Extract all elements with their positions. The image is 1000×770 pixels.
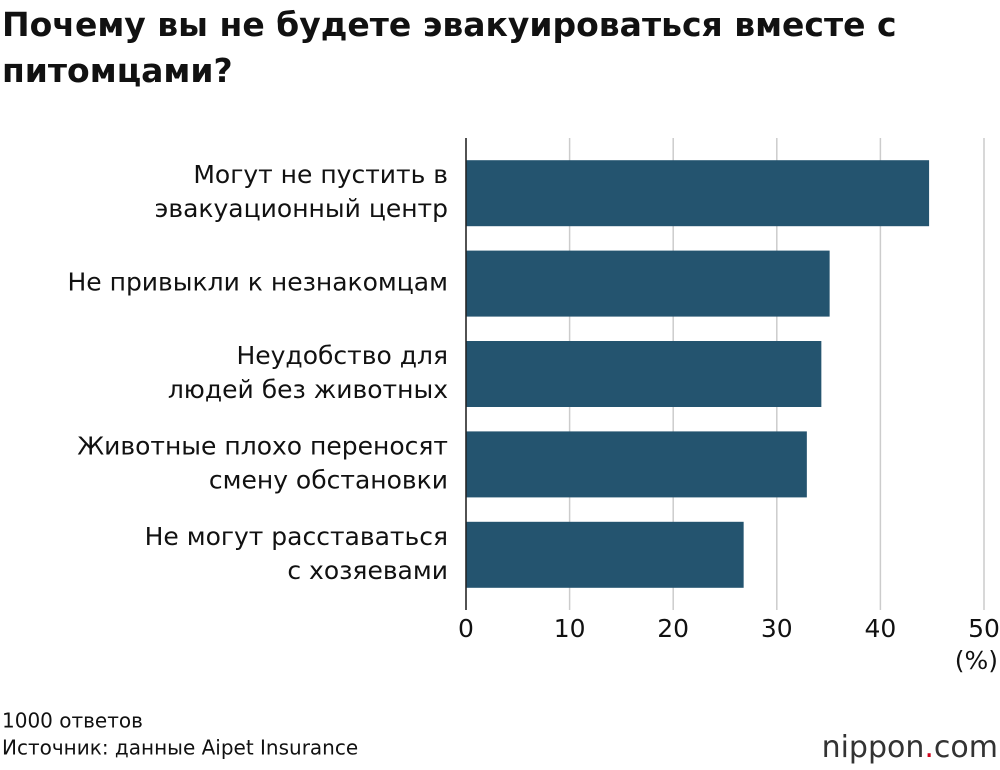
label-line: Могут не пустить в — [193, 160, 448, 189]
note: 1000 ответов — [2, 709, 143, 733]
bar — [466, 341, 822, 407]
bar — [466, 521, 744, 588]
bar — [466, 431, 807, 498]
label-line: эвакуационный центр — [155, 194, 448, 223]
label-line: смену обстановки — [209, 465, 448, 494]
x-unit: (%) — [955, 646, 998, 675]
label-line: Неудобство для — [236, 341, 448, 370]
logo: nippon.com — [822, 730, 998, 765]
x-tick-label: 40 — [864, 614, 896, 643]
x-tick-label: 10 — [554, 614, 586, 643]
y-tick-label: Могут не пустить в эвакуационный центр — [155, 160, 448, 223]
source: Источник: данные Aipet Insurance — [2, 736, 358, 760]
label-line: Животные плохо переносят — [77, 431, 448, 460]
y-tick-label: Неудобство для людей без животных — [168, 341, 448, 404]
x-tick-label: 50 — [968, 614, 1000, 643]
x-tick-label: 20 — [657, 614, 689, 643]
bar — [466, 160, 930, 227]
label-line: Не привыкли к незнакомцам — [67, 268, 448, 297]
x-tick-label: 0 — [458, 614, 474, 643]
logo-part: nippon — [822, 730, 925, 765]
label-line: людей без животных — [168, 375, 448, 404]
label-line: с хозяевами — [287, 556, 448, 585]
x-tick-label: 30 — [761, 614, 793, 643]
logo-part: . — [924, 730, 934, 765]
y-tick-label: Животные плохо переносят смену обстановки — [77, 431, 448, 494]
bar — [466, 250, 830, 317]
y-tick-label: Не привыкли к незнакомцам — [67, 268, 448, 297]
chart-title: Почему вы не будете эвакуироваться вмест… — [2, 5, 897, 90]
logo-part: com — [934, 730, 998, 765]
y-tick-label: Не могут расставаться с хозяевами — [145, 522, 448, 585]
label-line: Не могут расставаться — [145, 522, 448, 551]
